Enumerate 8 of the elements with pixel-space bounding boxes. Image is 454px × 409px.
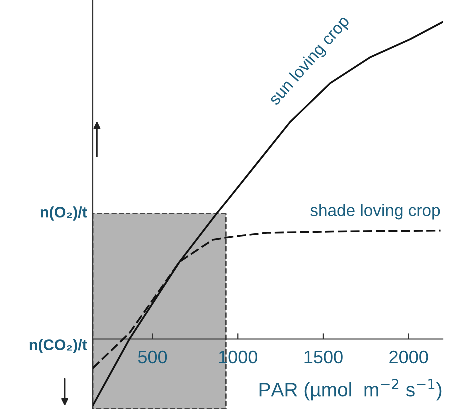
x-tick-label: 500 bbox=[138, 350, 168, 364]
x-tick-label: 1000 bbox=[219, 350, 258, 364]
x-tick-label: 2000 bbox=[390, 350, 428, 364]
x-axis-title: PAR (µmol m$^{−2}$ s$^{−1}$) bbox=[260, 379, 442, 401]
annotation: n(O₂)/t bbox=[40, 206, 88, 221]
annotation: n(CO₂)/t bbox=[30, 339, 88, 354]
x-tick-label: 1500 bbox=[304, 350, 343, 364]
series-label: shade loving crop bbox=[310, 204, 440, 220]
